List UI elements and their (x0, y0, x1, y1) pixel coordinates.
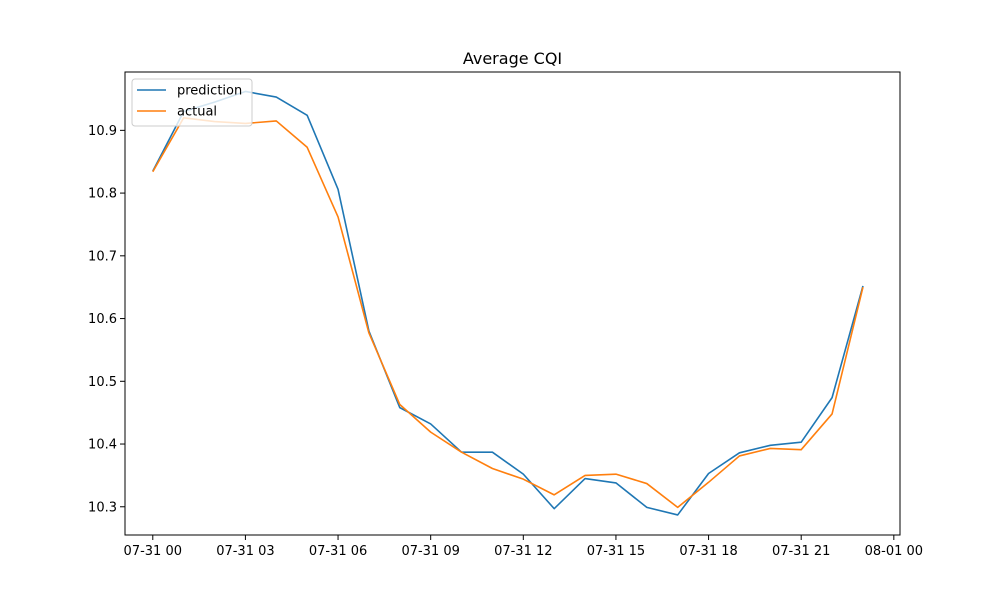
x-tick-label: 07-31 15 (587, 544, 645, 559)
series-line-prediction (152, 90, 864, 516)
x-tick-label: 07-31 03 (216, 544, 274, 559)
plot-frame (124, 71, 901, 536)
x-tick-label: 07-31 06 (309, 544, 367, 559)
legend: prediction actual (131, 78, 253, 127)
chart-title: Average CQI (463, 49, 562, 68)
y-tick-label: 10.3 (88, 500, 117, 515)
legend-label-prediction: prediction (177, 84, 242, 99)
x-tick-label: 07-31 00 (124, 544, 182, 559)
y-tick-label: 10.7 (88, 249, 117, 264)
x-tick-label: 07-31 18 (679, 544, 737, 559)
x-tick-label: 07-31 12 (494, 544, 552, 559)
x-tick-label: 08-01 00 (865, 544, 923, 559)
y-tick-label: 10.9 (88, 124, 117, 139)
y-tick-label: 10.8 (88, 187, 117, 202)
y-tick-label: 10.4 (88, 438, 117, 453)
x-tick-label: 07-31 09 (401, 544, 459, 559)
x-tick-label: 07-31 21 (772, 544, 830, 559)
legend-label-actual: actual (177, 105, 217, 120)
y-tick-label: 10.5 (88, 375, 117, 390)
y-tick-label: 10.6 (88, 312, 117, 327)
series-line-actual (152, 117, 864, 509)
